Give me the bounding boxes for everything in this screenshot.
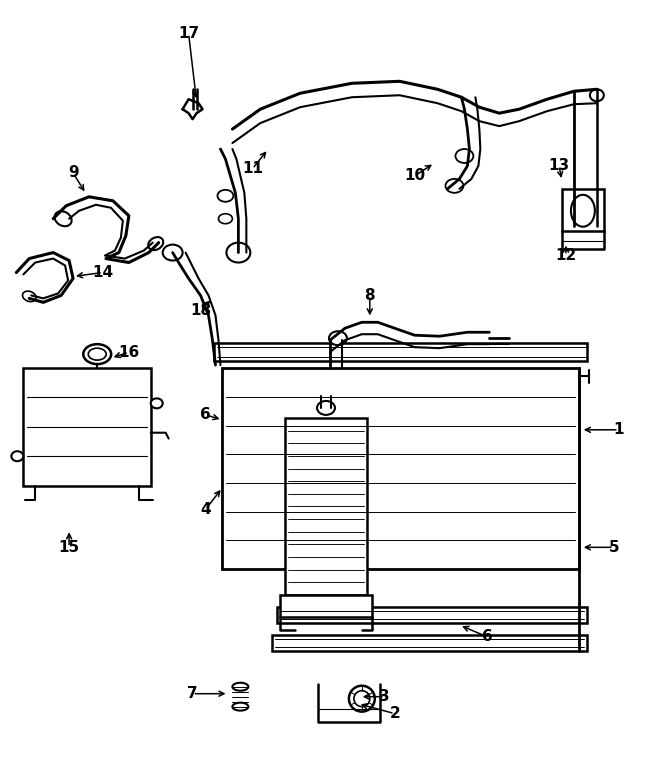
Ellipse shape xyxy=(55,211,72,226)
Ellipse shape xyxy=(218,190,233,202)
Text: 7: 7 xyxy=(187,687,198,701)
Ellipse shape xyxy=(163,245,182,261)
Ellipse shape xyxy=(445,179,464,193)
Ellipse shape xyxy=(83,344,111,364)
Ellipse shape xyxy=(455,149,473,163)
Text: 4: 4 xyxy=(200,502,211,517)
Bar xyxy=(24,368,151,485)
Ellipse shape xyxy=(590,89,604,101)
Bar xyxy=(222,368,579,569)
Bar xyxy=(277,607,587,623)
Text: 9: 9 xyxy=(68,166,78,180)
Ellipse shape xyxy=(329,331,347,345)
Ellipse shape xyxy=(317,401,335,415)
Text: 11: 11 xyxy=(242,162,263,176)
Circle shape xyxy=(354,690,370,707)
Text: 6: 6 xyxy=(200,407,211,423)
Bar xyxy=(280,595,372,617)
Text: 18: 18 xyxy=(190,303,211,318)
Ellipse shape xyxy=(232,703,249,711)
Bar xyxy=(562,189,604,231)
Ellipse shape xyxy=(148,237,164,250)
Bar xyxy=(272,635,587,651)
Text: 10: 10 xyxy=(404,169,425,183)
Ellipse shape xyxy=(232,683,249,690)
Text: 16: 16 xyxy=(118,344,139,360)
Text: 17: 17 xyxy=(178,26,199,41)
Ellipse shape xyxy=(22,291,36,302)
Bar xyxy=(232,687,249,707)
Ellipse shape xyxy=(571,195,595,227)
Text: 15: 15 xyxy=(59,539,80,555)
Text: 5: 5 xyxy=(608,539,619,555)
Ellipse shape xyxy=(151,399,163,409)
Text: 6: 6 xyxy=(482,629,492,645)
Ellipse shape xyxy=(226,242,250,262)
Ellipse shape xyxy=(88,348,106,360)
Text: 3: 3 xyxy=(379,689,390,704)
Circle shape xyxy=(349,686,375,711)
Ellipse shape xyxy=(218,214,232,224)
Ellipse shape xyxy=(11,451,24,461)
Bar xyxy=(215,343,587,361)
Text: 13: 13 xyxy=(549,159,570,173)
Bar xyxy=(285,418,367,595)
Text: 2: 2 xyxy=(389,706,400,721)
Text: 8: 8 xyxy=(364,288,375,303)
Text: 14: 14 xyxy=(92,265,114,280)
Text: 12: 12 xyxy=(555,248,577,263)
Text: 1: 1 xyxy=(613,423,624,437)
